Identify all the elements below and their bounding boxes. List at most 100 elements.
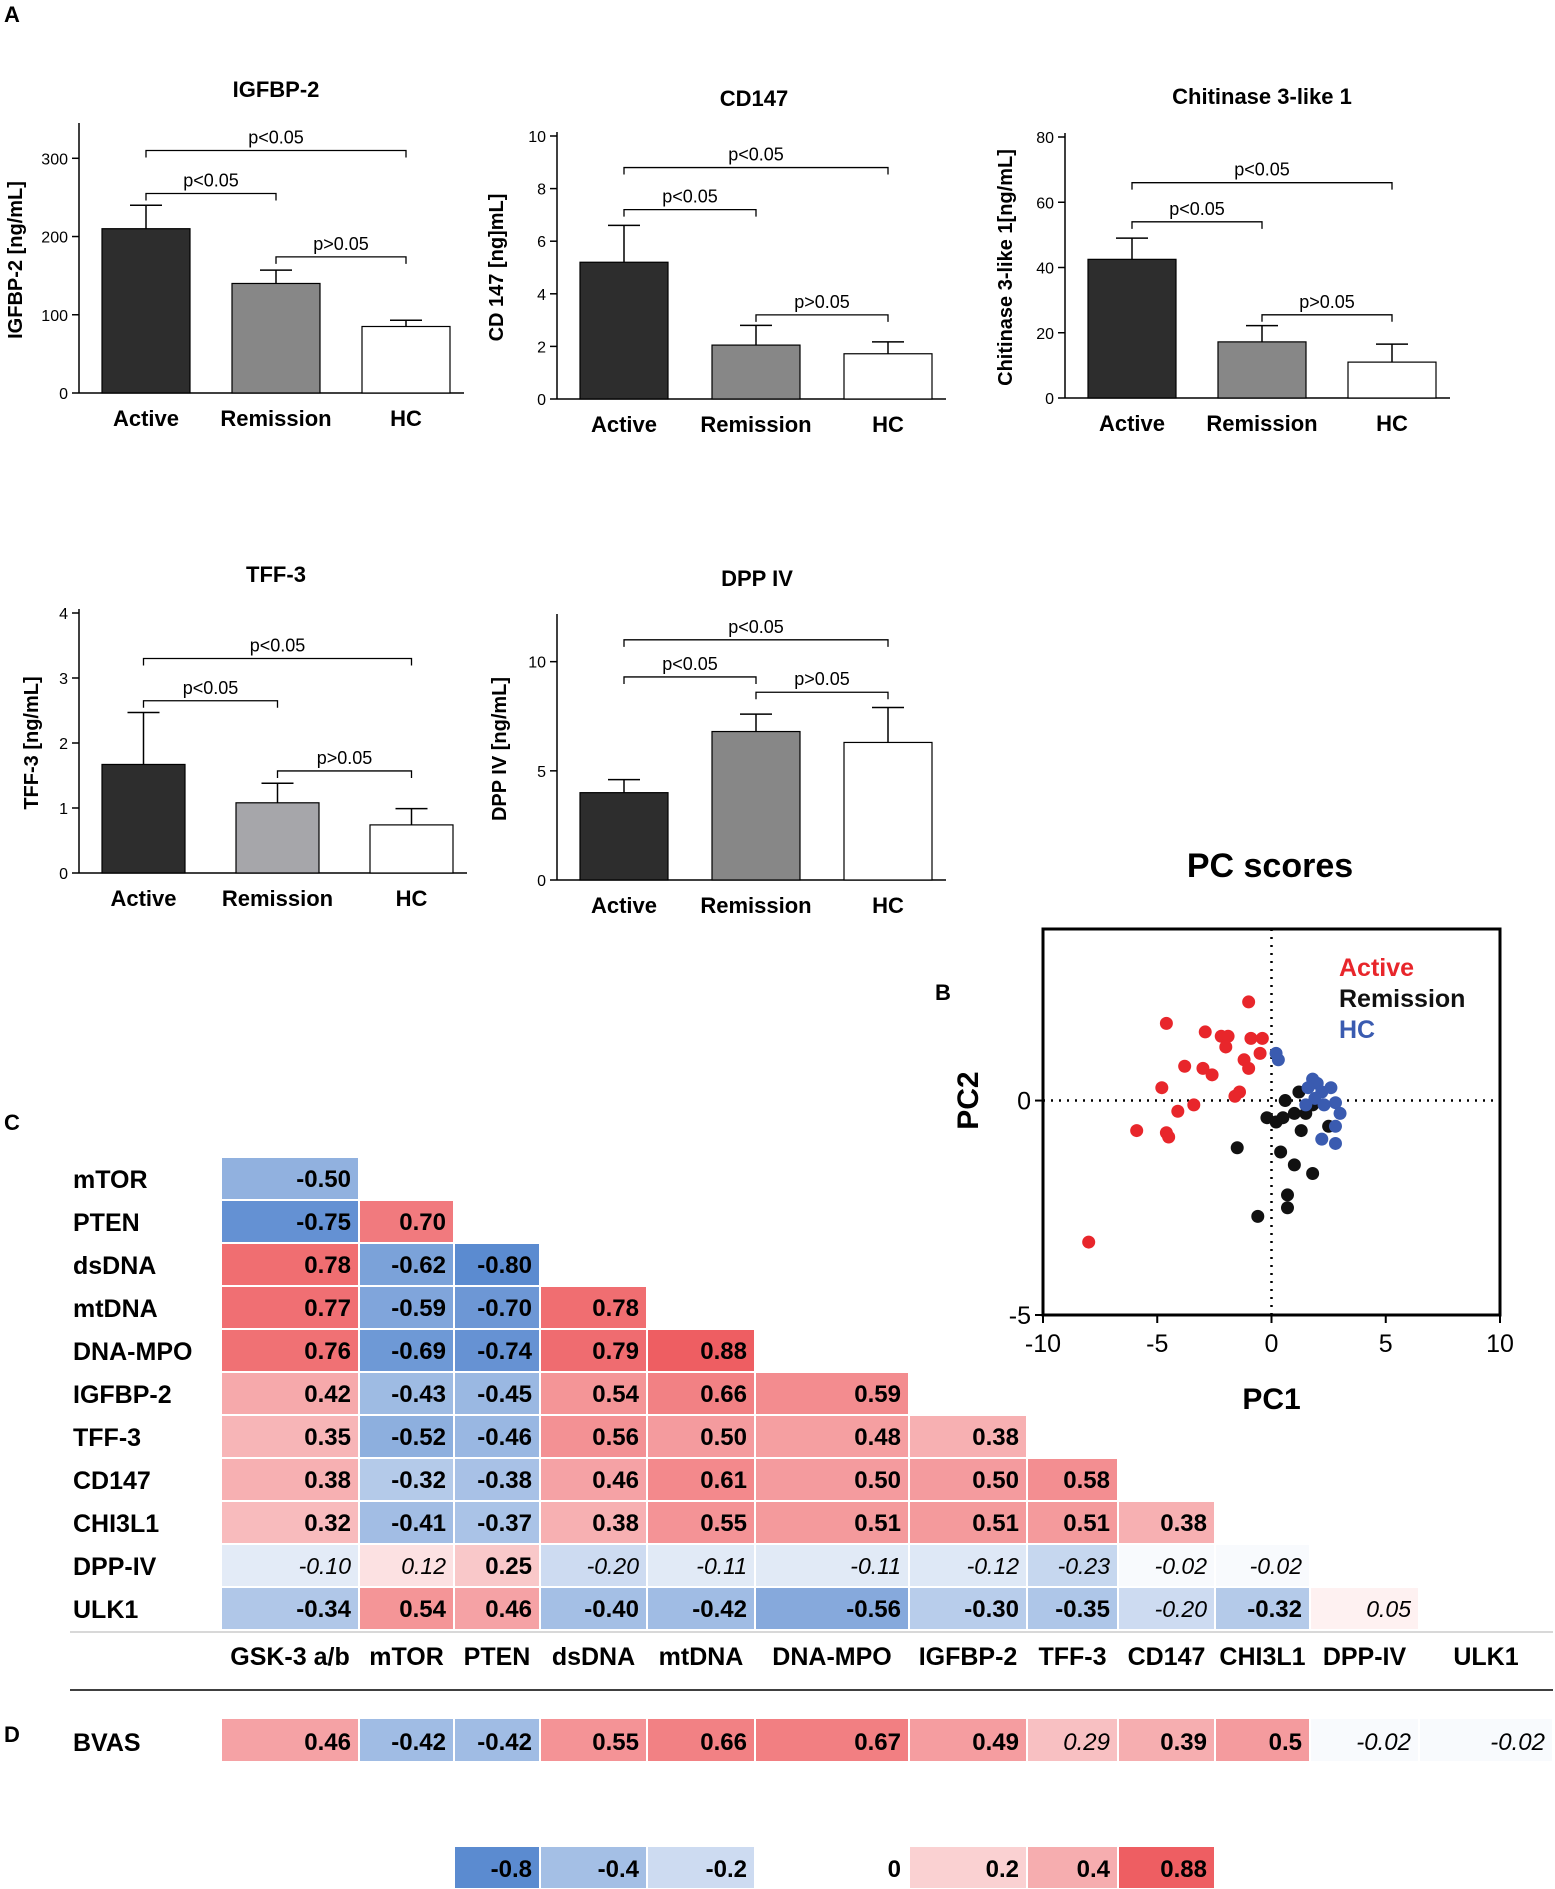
significance-label: p<0.05 — [1169, 199, 1225, 219]
y-tick-label: 6 — [537, 234, 546, 251]
category-label: HC — [872, 412, 904, 437]
point-active — [1219, 1040, 1233, 1054]
cell-value: 0.50 — [854, 1467, 901, 1494]
point-hc — [1308, 1091, 1322, 1105]
bar-hc — [843, 741, 933, 881]
cell-value: 0.55 — [592, 1729, 639, 1756]
row-label: TFF-3 — [73, 1424, 141, 1452]
column-label: dsDNA — [552, 1643, 635, 1671]
scale-label: 0 — [888, 1856, 901, 1883]
scale-label: 0.88 — [1160, 1856, 1207, 1883]
column-label: DNA-MPO — [772, 1643, 891, 1671]
significance-bracket — [142, 700, 279, 708]
cell-value: 0.61 — [700, 1467, 747, 1494]
scale-label: 0.4 — [1077, 1856, 1111, 1883]
heatmap-cell — [1117, 1543, 1216, 1588]
heatmap-cell — [1117, 1500, 1216, 1545]
point-hc — [1328, 1096, 1342, 1110]
y-tick-label: 100 — [41, 308, 68, 325]
cell-value: 0.51 — [854, 1510, 901, 1537]
cell-value: 0.50 — [700, 1424, 747, 1451]
chart-title: TFF-3 — [246, 562, 306, 587]
heatmap-cell — [1214, 1586, 1311, 1631]
point-remission — [1306, 1166, 1320, 1180]
category-label: HC — [872, 893, 904, 918]
cell-value: 0.59 — [854, 1381, 901, 1408]
cell-value: -0.62 — [391, 1252, 446, 1279]
cell-value: -0.34 — [296, 1596, 351, 1623]
category-label: Active — [113, 406, 179, 431]
heatmap-cell — [358, 1586, 455, 1631]
point-active — [1221, 1029, 1235, 1043]
cell-value: 0.49 — [972, 1729, 1019, 1756]
cell-value: 0.38 — [972, 1424, 1019, 1451]
heatmap-cell — [539, 1500, 648, 1545]
point-remission — [1280, 1201, 1294, 1215]
point-hc — [1317, 1098, 1331, 1112]
point-hc — [1301, 1081, 1315, 1095]
bar-hc — [843, 353, 933, 400]
heatmap-cell — [453, 1543, 541, 1588]
category-label: Active — [110, 886, 176, 911]
cell-value: 0.78 — [592, 1295, 639, 1322]
y-axis-label: TFF-3 [ng/mL] — [21, 676, 43, 809]
row-label: mtDNA — [73, 1295, 158, 1323]
heatmap-cell — [539, 1328, 648, 1373]
panel-label-b: B — [935, 980, 951, 1005]
significance-bracket — [145, 149, 407, 158]
y-tick-label: 3 — [59, 671, 68, 688]
heatmap-cell — [220, 1543, 360, 1588]
cell-value: 0.32 — [304, 1510, 351, 1537]
bar-remission — [711, 344, 801, 400]
cell-value: -0.35 — [1055, 1596, 1110, 1623]
bar-active — [1087, 258, 1177, 399]
row-label: DPP-IV — [73, 1553, 157, 1581]
cell-value: 0.76 — [304, 1338, 351, 1365]
column-label: DPP-IV — [1323, 1643, 1407, 1671]
point-remission — [1294, 1124, 1308, 1138]
category-label: Active — [1099, 411, 1165, 436]
point-hc — [1271, 1053, 1285, 1067]
point-remission — [1276, 1111, 1290, 1125]
significance-bracket — [276, 770, 413, 778]
cell-value: 0.54 — [399, 1596, 446, 1623]
category-label: Remission — [700, 893, 811, 918]
cell-value: -0.38 — [477, 1467, 532, 1494]
point-hc — [1328, 1136, 1342, 1150]
cell-value: 0.05 — [1366, 1596, 1411, 1622]
heatmap-cell — [646, 1328, 756, 1373]
scale-swatch — [1026, 1845, 1119, 1889]
chart-title: PC scores — [1187, 847, 1353, 885]
panel-label-d: D — [4, 1722, 20, 1747]
row-label: PTEN — [73, 1209, 140, 1237]
cell-value: -0.42 — [477, 1729, 532, 1756]
cell-value: -0.02 — [1250, 1553, 1303, 1579]
heatmap-cell — [358, 1199, 455, 1244]
heatmap-cell — [539, 1414, 648, 1459]
bar-remission — [231, 282, 321, 394]
column-label: mtDNA — [659, 1643, 744, 1671]
cell-value: -0.23 — [1058, 1553, 1111, 1579]
significance-label: p<0.05 — [183, 678, 239, 698]
point-active — [1082, 1235, 1096, 1249]
heatmap-cell — [539, 1285, 648, 1330]
category-label: Remission — [220, 406, 331, 431]
significance-bracket — [623, 639, 889, 647]
point-active — [1253, 1046, 1267, 1060]
point-active — [1187, 1098, 1201, 1112]
point-active — [1255, 1031, 1269, 1045]
cell-value: -0.37 — [477, 1510, 532, 1537]
significance-label: p<0.05 — [248, 127, 304, 147]
heatmap-cell — [908, 1543, 1028, 1588]
cell-value: 0.35 — [304, 1424, 351, 1451]
significance-bracket — [275, 256, 407, 264]
significance-bracket — [1131, 221, 1263, 229]
heatmap-cell — [358, 1457, 455, 1502]
cell-value: 0.88 — [700, 1338, 747, 1365]
cell-value: -0.80 — [477, 1252, 532, 1279]
significance-label: p>0.05 — [794, 669, 850, 689]
bar-active — [101, 763, 186, 874]
row-label: dsDNA — [73, 1252, 156, 1280]
cell-value: -0.02 — [1490, 1729, 1545, 1756]
